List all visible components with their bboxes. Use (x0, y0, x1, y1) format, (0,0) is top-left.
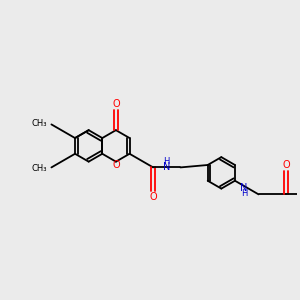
Text: CH₃: CH₃ (32, 164, 47, 173)
Text: H: H (241, 189, 247, 198)
Text: N: N (240, 183, 248, 193)
Text: O: O (282, 160, 290, 170)
Text: O: O (149, 192, 157, 202)
Text: H: H (164, 158, 170, 166)
Text: O: O (112, 99, 120, 109)
Text: O: O (113, 160, 121, 170)
Text: CH₃: CH₃ (32, 118, 47, 127)
Text: N: N (163, 162, 170, 172)
